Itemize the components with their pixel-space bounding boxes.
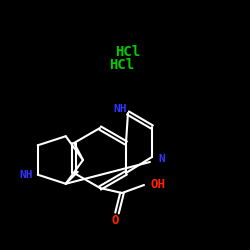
Text: NH: NH (113, 104, 127, 114)
Text: O: O (111, 214, 119, 228)
Text: HCl: HCl (110, 58, 134, 72)
Text: N: N (158, 154, 165, 164)
Text: OH: OH (150, 178, 166, 192)
Text: HCl: HCl (116, 45, 140, 59)
Text: NH: NH (19, 170, 33, 180)
